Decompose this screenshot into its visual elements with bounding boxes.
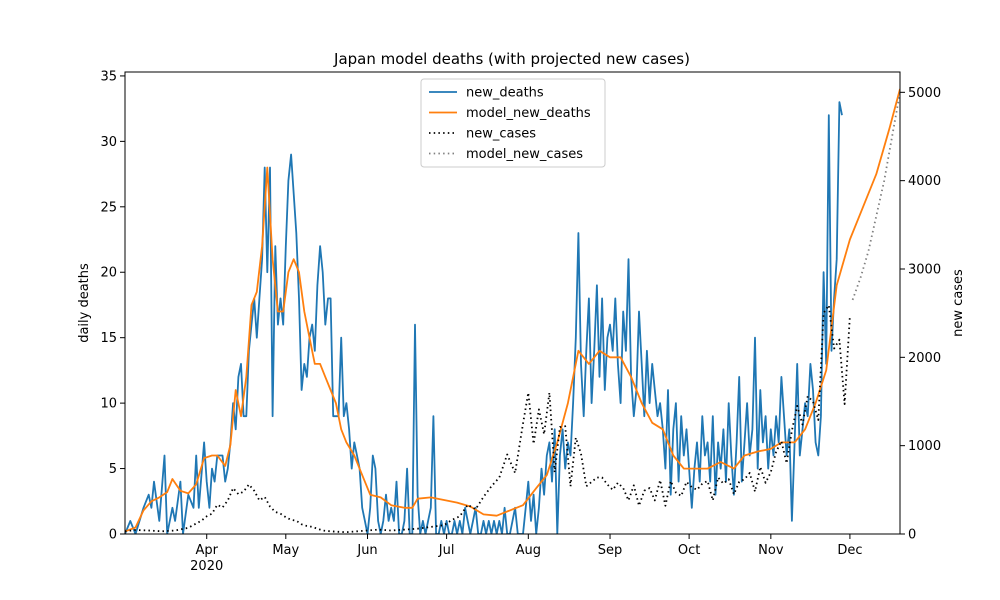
y-tick-label-left: 10 xyxy=(100,397,117,412)
series-group xyxy=(125,88,900,534)
y-tick-label-left: 30 xyxy=(100,135,117,150)
y-tick-label-left: 15 xyxy=(100,331,117,346)
x-tick-label: May xyxy=(272,543,299,558)
x-tick-label: Sep xyxy=(598,543,623,558)
right-axis: 0 1000 2000 3000 4000 5000 xyxy=(900,86,941,543)
y-axis-label-right: new cases xyxy=(951,269,966,337)
y-tick-label-left: 20 xyxy=(100,266,117,281)
legend-label: model_new_deaths xyxy=(466,106,591,121)
chart-title: Japan model deaths (with projected new c… xyxy=(333,50,690,68)
legend-label: model_new_cases xyxy=(466,147,583,162)
x-tick-sublabel: 2020 xyxy=(190,559,223,574)
series-line-model-new-cases xyxy=(851,92,900,301)
y-tick-label-right: 5000 xyxy=(908,86,941,101)
y-tick-label-left: 0 xyxy=(109,528,117,543)
left-axis: 0 5 10 15 20 25 30 35 xyxy=(100,69,125,543)
legend-box xyxy=(420,78,606,168)
series-line-model-new-deaths xyxy=(125,88,900,533)
y-tick-label-right: 3000 xyxy=(908,262,941,277)
x-tick-label: Aug xyxy=(516,543,541,558)
y-tick-label-left: 5 xyxy=(109,462,117,477)
legend-label: new_cases xyxy=(466,127,536,142)
y-tick-label-right: 0 xyxy=(908,528,916,543)
y-tick-label-right: 2000 xyxy=(908,351,941,366)
x-tick-label: Nov xyxy=(758,543,784,558)
legend-label: new_deaths xyxy=(466,86,544,101)
y-tick-label-right: 4000 xyxy=(908,174,941,189)
plot-frame xyxy=(124,71,901,535)
x-tick-label: Jul xyxy=(438,543,455,558)
series-line-new-deaths xyxy=(125,101,843,534)
x-tick-label: Jun xyxy=(356,543,377,558)
y-axis-label-left: daily deaths xyxy=(77,263,92,343)
y-tick-label-right: 1000 xyxy=(908,439,941,454)
x-tick-label: Dec xyxy=(837,543,862,558)
x-tick-label: Oct xyxy=(678,543,700,558)
legend: new_deaths model_new_deaths new_casesmodel… xyxy=(420,78,606,168)
y-tick-label-left: 35 xyxy=(100,69,117,84)
x-tick-label: Apr xyxy=(195,543,218,558)
y-tick-label-left: 25 xyxy=(100,200,117,215)
